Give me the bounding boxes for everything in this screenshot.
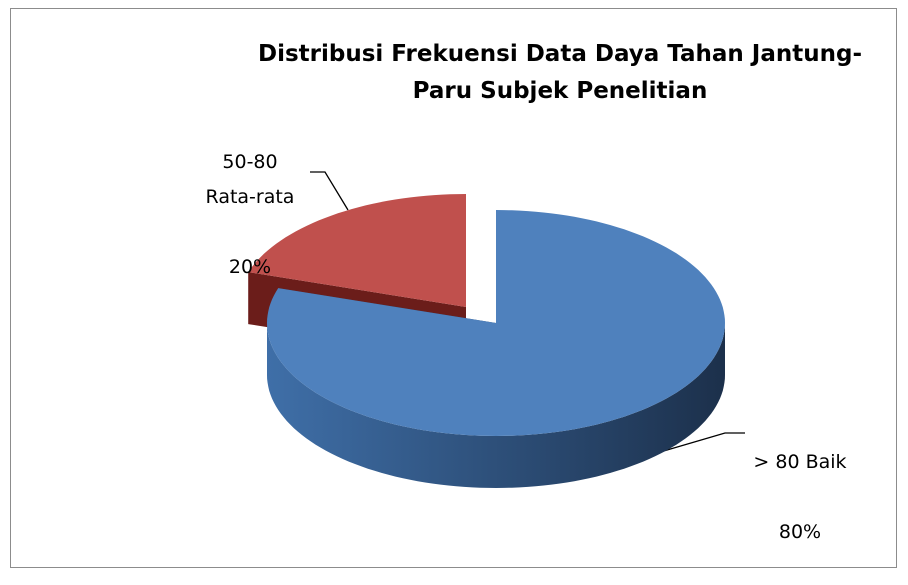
data-label: 50-80 Rata-rata 20%: [180, 110, 320, 320]
slice: [248, 194, 466, 307]
leader-line: [649, 432, 745, 456]
leader-line: [310, 171, 349, 211]
value-label: 20%: [228, 256, 272, 278]
value-label: 80%: [778, 521, 822, 543]
category-label: 50-80 Rata-rata: [205, 151, 295, 208]
category-label: > 80 Baik: [753, 451, 847, 473]
slice-side: [267, 323, 725, 488]
slice: [267, 210, 725, 436]
data-label: > 80 Baik 80%: [740, 410, 860, 585]
plot: [248, 171, 745, 488]
chart-title: Distribusi Frekuensi Data Daya Tahan Jan…: [258, 41, 862, 104]
